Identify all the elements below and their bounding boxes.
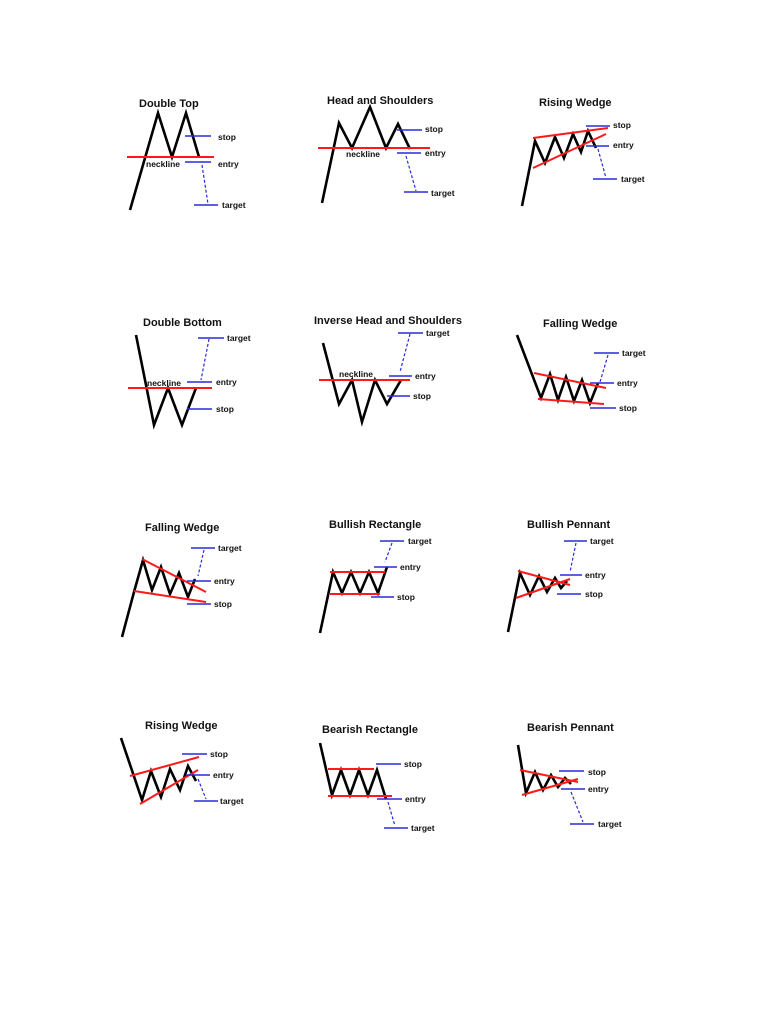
double-bottom-target-projection [200, 338, 210, 381]
rising-wedge-continuation-title: Rising Wedge [145, 720, 218, 732]
bearish-pennant-target-projection [570, 791, 584, 823]
rising-wedge-top-target-projection [597, 148, 607, 179]
bullish-pennant-lower-trendline [515, 578, 571, 599]
falling-wedge-bottom-target-projection [599, 354, 609, 383]
bearish-rectangle-target-label: target [411, 823, 435, 833]
rising-wedge-continuation-target-label: target [220, 796, 244, 806]
bullish-rectangle-price-path [318, 566, 389, 634]
rising-wedge-top-diagram [520, 125, 617, 207]
falling-wedge-continuation-diagram [120, 547, 215, 638]
bullish-pennant-stop-label: stop [585, 589, 603, 599]
falling-wedge-continuation-entry-label: entry [214, 576, 235, 586]
rising-wedge-continuation-target-projection [197, 778, 207, 800]
rising-wedge-top-entry-label: entry [613, 140, 634, 150]
double-bottom-diagram [128, 334, 224, 430]
bullish-rectangle-title: Bullish Rectangle [329, 519, 421, 531]
falling-wedge-continuation-upper-trendline [141, 558, 207, 593]
bullish-rectangle-target-label: target [408, 536, 432, 546]
double-bottom-target-label: target [227, 333, 251, 343]
bullish-pennant-price-path [506, 568, 568, 633]
bullish-pennant-target-projection [569, 542, 577, 573]
inverse-head-and-shoulders-target-projection [399, 333, 411, 373]
falling-wedge-continuation-target-projection [197, 549, 205, 577]
inverse-head-and-shoulders-title: Inverse Head and Shoulders [314, 315, 462, 327]
rising-wedge-continuation-diagram [119, 737, 218, 805]
double-top-entry-label: entry [218, 159, 239, 169]
inverse-head-and-shoulders-neckline-label: neckline [339, 369, 373, 379]
pattern-diagrams [119, 103, 619, 829]
inverse-head-and-shoulders-entry-label: entry [415, 371, 436, 381]
head-and-shoulders-target-label: target [431, 188, 455, 198]
head-and-shoulders-price-path [320, 103, 412, 204]
head-and-shoulders-neckline-label: neckline [346, 149, 380, 159]
double-bottom-stop-label: stop [216, 404, 234, 414]
double-top-target-projection [201, 164, 209, 205]
bullish-rectangle-entry-label: entry [400, 562, 421, 572]
falling-wedge-continuation-lower-trendline [133, 590, 207, 603]
inverse-head-and-shoulders-diagram [319, 332, 423, 427]
double-bottom-entry-label: entry [216, 377, 237, 387]
rising-wedge-top-upper-trendline [532, 127, 609, 139]
bullish-pennant-target-label: target [590, 536, 614, 546]
bearish-rectangle-diagram [318, 742, 408, 829]
bearish-pennant-lower-trendline [521, 778, 579, 796]
falling-wedge-continuation-stop-label: stop [214, 599, 232, 609]
rising-wedge-top-title: Rising Wedge [539, 97, 612, 109]
head-and-shoulders-stop-label: stop [425, 124, 443, 134]
rising-wedge-continuation-stop-label: stop [210, 749, 228, 759]
falling-wedge-bottom-upper-trendline [533, 372, 607, 389]
bearish-pennant-entry-label: entry [588, 784, 609, 794]
head-and-shoulders-target-projection [405, 155, 417, 192]
bearish-pennant-price-path [516, 744, 572, 798]
bullish-rectangle-target-projection [384, 542, 393, 563]
bullish-rectangle-stop-label: stop [397, 592, 415, 602]
bearish-pennant-title: Bearish Pennant [527, 722, 614, 734]
bullish-pennant-entry-label: entry [585, 570, 606, 580]
rising-wedge-top-target-label: target [621, 174, 645, 184]
bearish-rectangle-entry-label: entry [405, 794, 426, 804]
falling-wedge-bottom-title: Falling Wedge [543, 318, 617, 330]
bullish-pennant-diagram [506, 540, 587, 633]
bearish-pennant-diagram [516, 744, 594, 825]
falling-wedge-bottom-target-label: target [622, 348, 646, 358]
rising-wedge-top-stop-label: stop [613, 120, 631, 130]
pattern-labels: Double Top neckline stop entry target He… [139, 95, 646, 833]
falling-wedge-bottom-price-path [515, 334, 600, 407]
double-top-target-label: target [222, 200, 246, 210]
bearish-rectangle-stop-label: stop [404, 759, 422, 769]
bullish-rectangle-diagram [318, 540, 404, 634]
double-bottom-neckline-label: neckline [147, 378, 181, 388]
double-bottom-title: Double Bottom [143, 317, 222, 329]
bearish-pennant-stop-label: stop [588, 767, 606, 777]
head-and-shoulders-diagram [318, 103, 430, 204]
falling-wedge-bottom-stop-label: stop [619, 403, 637, 413]
falling-wedge-continuation-target-label: target [218, 543, 242, 553]
falling-wedge-bottom-entry-label: entry [617, 378, 638, 388]
rising-wedge-top-price-path [520, 127, 598, 207]
inverse-head-and-shoulders-stop-label: stop [413, 391, 431, 401]
head-and-shoulders-title: Head and Shoulders [327, 95, 433, 107]
falling-wedge-bottom-lower-trendline [537, 398, 605, 405]
falling-wedge-continuation-title: Falling Wedge [145, 522, 219, 534]
falling-wedge-bottom-diagram [515, 334, 619, 409]
double-top-diagram [127, 108, 218, 211]
bearish-pennant-upper-trendline [519, 769, 579, 783]
falling-wedge-continuation-price-path [120, 555, 197, 638]
bearish-rectangle-price-path [318, 742, 388, 800]
double-top-neckline-label: neckline [146, 159, 180, 169]
bearish-rectangle-target-projection [387, 801, 396, 827]
inverse-head-and-shoulders-price-path [321, 342, 403, 427]
double-top-title: Double Top [139, 98, 199, 110]
inverse-head-and-shoulders-target-label: target [426, 328, 450, 338]
rising-wedge-continuation-entry-label: entry [213, 770, 234, 780]
bearish-pennant-target-label: target [598, 819, 622, 829]
rising-wedge-continuation-price-path [119, 737, 198, 805]
rising-wedge-continuation-upper-trendline [129, 756, 200, 777]
bearish-rectangle-title: Bearish Rectangle [322, 724, 418, 736]
double-top-stop-label: stop [218, 132, 236, 142]
head-and-shoulders-entry-label: entry [425, 148, 446, 158]
bullish-pennant-title: Bullish Pennant [527, 519, 610, 531]
rising-wedge-top-lower-trendline [532, 133, 607, 169]
